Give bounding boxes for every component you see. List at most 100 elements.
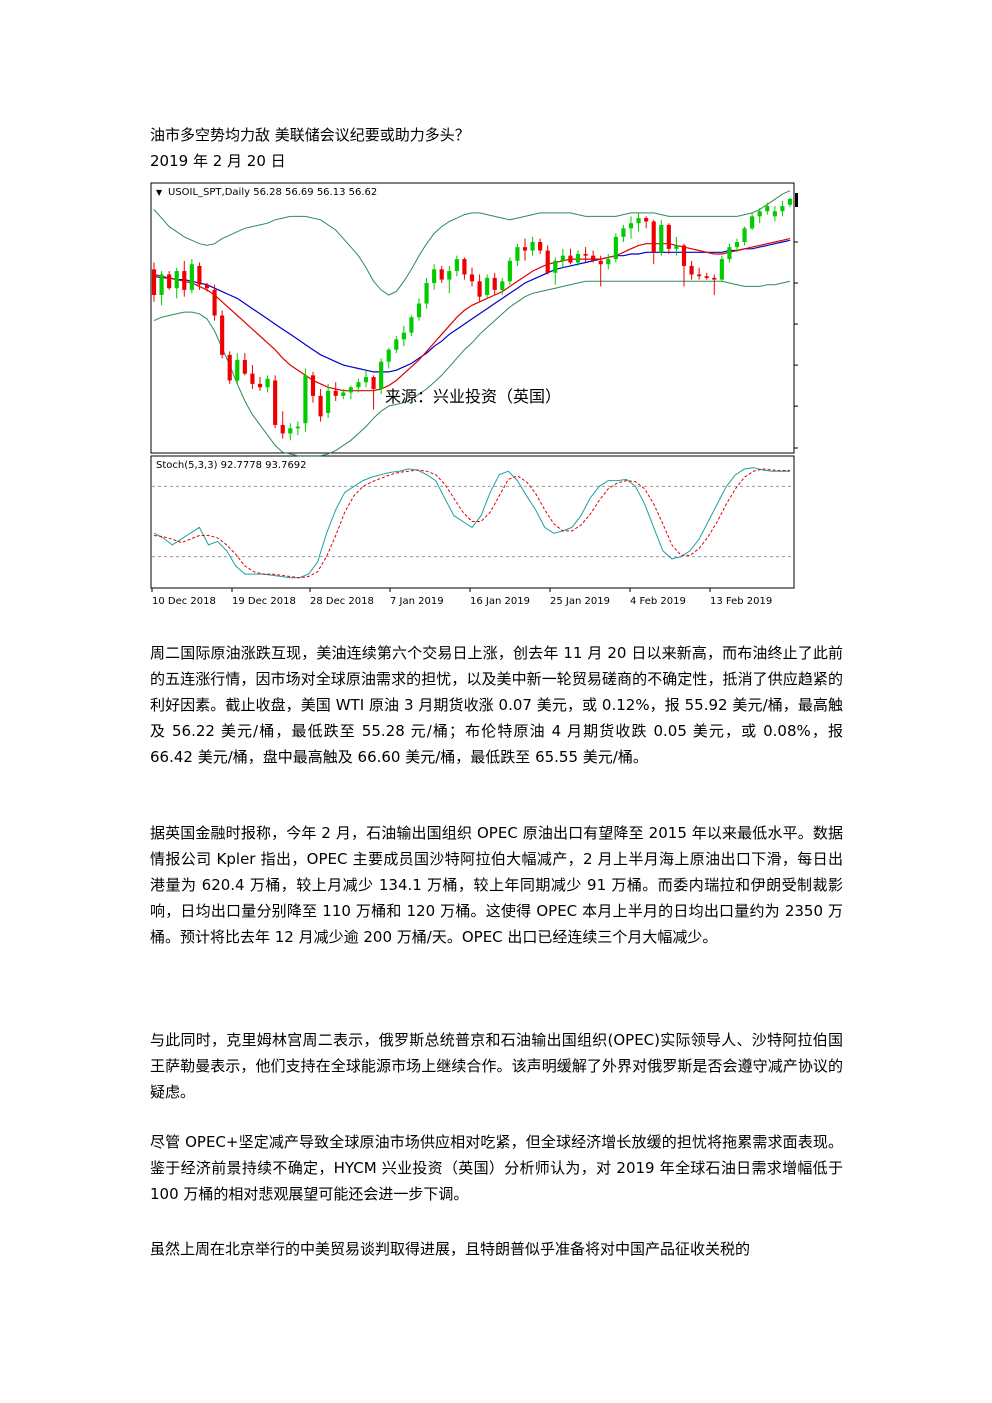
- candle-body: [386, 349, 391, 362]
- candle-body: [598, 260, 603, 265]
- candle-body: [288, 428, 293, 434]
- paragraph-3: 与此同时，克里姆林宫周二表示，俄罗斯总统普京和石油输出国组织(OPEC)实际领导…: [150, 1031, 843, 1101]
- candle-body: [636, 218, 641, 224]
- candle-body: [666, 224, 671, 249]
- x-tick-label: 19 Dec 2018: [232, 596, 296, 607]
- candle-body: [697, 274, 702, 277]
- candle-body: [659, 224, 664, 253]
- candle-body: [371, 377, 376, 390]
- candle-body: [575, 253, 581, 263]
- candle-body: [757, 211, 762, 217]
- candle-body: [310, 375, 316, 396]
- candle-body: [227, 354, 232, 381]
- candle-body: [242, 359, 247, 374]
- candle-body: [159, 274, 164, 295]
- x-tick-label: 4 Feb 2019: [630, 596, 686, 607]
- candle-body: [727, 247, 732, 260]
- candle-body: [568, 255, 573, 263]
- candle-body: [787, 198, 793, 205]
- paragraph-1: 周二国际原油涨跌互现，美油连续第六个交易日上涨，创去年 11 月 20 日以来新…: [150, 644, 843, 766]
- candle-body: [280, 424, 285, 434]
- candle-body: [447, 271, 452, 280]
- candle-body: [583, 253, 588, 256]
- candle-body: [485, 277, 490, 295]
- article-title: 油市多空势均力敌 美联储会议纪要或助力多头？: [150, 126, 470, 144]
- candle-body: [560, 255, 565, 261]
- bollinger-upper-line: [153, 190, 791, 296]
- stoch-d-line: [153, 468, 791, 579]
- candle-body: [462, 259, 467, 275]
- candle-body: [522, 247, 528, 251]
- paragraph-4: 尽管 OPEC+坚定减产导致全球原油市场供应相对吃紧，但全球经济增长放缓的担忧将…: [150, 1133, 843, 1203]
- candle-body: [363, 377, 369, 383]
- candle-body: [212, 289, 217, 316]
- candle-body: [704, 276, 709, 278]
- candle-body: [174, 271, 179, 289]
- candle-body: [469, 274, 475, 282]
- candle-body: [500, 281, 505, 290]
- candle-body: [689, 265, 694, 275]
- x-tick-label: 28 Dec 2018: [310, 596, 374, 607]
- paragraph-5: 虽然上周在北京举行的中美贸易谈判取得进展，且特朗普似乎准备将对中国产品征收关税的: [150, 1240, 751, 1258]
- candle-body: [182, 271, 187, 290]
- candle-body: [151, 269, 157, 295]
- candle-body: [220, 315, 225, 355]
- x-tick-label: 16 Jan 2019: [470, 596, 530, 607]
- x-tick-label: 25 Jan 2019: [550, 596, 610, 607]
- candle-body: [734, 242, 740, 248]
- chart-watermark: 来源：兴业投资（英国）: [385, 387, 561, 406]
- candle-body: [318, 395, 323, 417]
- article-date: 2019 年 2 月 20 日: [150, 152, 286, 170]
- candle-body: [454, 259, 459, 272]
- candle-body: [591, 255, 596, 261]
- last-price-box: [795, 193, 798, 207]
- candle-body: [257, 383, 263, 388]
- stoch-k-line: [153, 467, 791, 579]
- x-tick-label: 10 Dec 2018: [152, 596, 216, 607]
- candle-body: [674, 245, 679, 249]
- stoch-label: Stoch(5,3,3) 92.7778 93.7692: [156, 460, 307, 471]
- candle-body: [197, 265, 202, 285]
- candle-body: [613, 236, 618, 260]
- candle-body: [719, 259, 724, 280]
- candle-body: [303, 375, 308, 424]
- candle-body: [750, 216, 755, 229]
- candle-body: [432, 269, 437, 284]
- candle-body: [333, 390, 338, 396]
- candle-body: [507, 260, 512, 282]
- candle-body: [379, 361, 384, 390]
- candle-body: [189, 264, 194, 290]
- candle-body: [515, 247, 520, 261]
- candle-body: [553, 260, 558, 273]
- candle-body: [681, 245, 687, 266]
- candle-body: [235, 359, 240, 381]
- candle-body: [439, 269, 444, 280]
- x-tick-label: 7 Jan 2019: [390, 596, 444, 607]
- candle-body: [394, 339, 399, 350]
- candle-body: [477, 281, 482, 297]
- candle-body: [250, 373, 255, 384]
- candle-body: [628, 223, 634, 229]
- chart-symbol-arrow-icon: ▼: [156, 188, 163, 197]
- candle-body: [538, 242, 543, 251]
- candle-body: [772, 211, 777, 217]
- candle-body: [348, 387, 353, 393]
- candle-body: [606, 259, 611, 265]
- candle-body: [651, 221, 656, 253]
- candle-body: [742, 228, 747, 242]
- candle-body: [356, 382, 361, 388]
- candle-body: [326, 390, 331, 413]
- candle-body: [167, 274, 172, 289]
- candle-body: [780, 206, 785, 212]
- candle-body: [416, 303, 422, 318]
- candle-body: [621, 228, 626, 237]
- candle-body: [341, 392, 346, 396]
- candle-body: [644, 218, 649, 222]
- candle-body: [273, 380, 278, 425]
- candle-body: [295, 426, 300, 429]
- candle-body: [265, 378, 270, 388]
- candle-body: [424, 283, 429, 304]
- candle-body: [409, 317, 414, 333]
- candle-body: [765, 206, 770, 212]
- candle-body: [545, 250, 550, 273]
